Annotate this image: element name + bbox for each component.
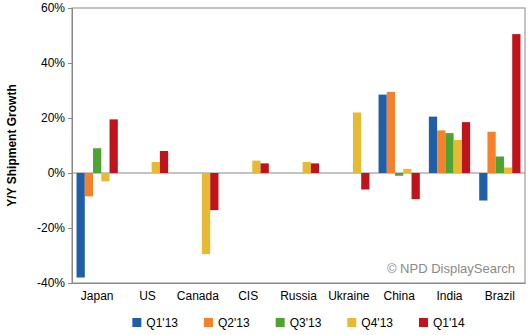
plot-frame: [72, 8, 525, 283]
bar: [202, 173, 210, 254]
bar: [152, 162, 160, 173]
x-tick: Japan: [81, 283, 114, 303]
bar: [85, 173, 93, 196]
x-tick: India: [436, 283, 462, 303]
tick-mark: [68, 118, 72, 119]
annotation: © NPD DisplaySearch: [387, 261, 515, 276]
axis-line: [68, 9, 73, 284]
y-tick: 20%: [41, 111, 72, 125]
bar: [311, 163, 319, 173]
bar: [261, 163, 269, 173]
tick-label: 40%: [41, 56, 65, 70]
bar: [445, 133, 453, 173]
legend-item: Q4'13: [347, 316, 393, 330]
legend-label: Q1'13: [146, 316, 178, 330]
y-tick: 40%: [41, 56, 72, 70]
tick-label: 0%: [48, 166, 66, 180]
legend-item: Q3'13: [276, 316, 322, 330]
legend-swatch: [347, 318, 356, 327]
y-tick: 0%: [48, 166, 72, 180]
y-axis-title: Y/Y Shipment Growth: [5, 84, 19, 206]
x-tick: China: [383, 283, 415, 303]
tick-mark: [68, 283, 72, 284]
bar: [361, 173, 369, 190]
legend-swatch: [419, 318, 428, 327]
tick-label: Canada: [177, 289, 219, 303]
legend-swatch: [204, 318, 213, 327]
bar: [487, 132, 495, 173]
bar: [252, 161, 260, 173]
legend-label: Q1'14: [433, 316, 465, 330]
legend-label: Q3'13: [290, 316, 322, 330]
bars: [77, 34, 521, 277]
x-axis: Japan US Canada CIS Russia Ukraine China India B…: [73, 283, 526, 303]
tick-mark: [68, 228, 72, 229]
bar: [412, 173, 420, 199]
legend-label: Q2'13: [218, 316, 250, 330]
legend-item: Q1'14: [419, 316, 465, 330]
bar: [437, 130, 445, 173]
bar: [379, 95, 387, 173]
x-tick: Brazil: [485, 283, 515, 303]
tick-label: -20%: [37, 221, 65, 235]
tick-label: -40%: [37, 276, 65, 290]
bar: [479, 173, 487, 201]
y-axis: -40% -20% 0% 20% 40% 60%: [37, 1, 73, 290]
legend-swatch: [276, 318, 285, 327]
tick-label: CIS: [238, 289, 258, 303]
bar: [101, 173, 109, 181]
x-tick: US: [139, 283, 156, 303]
bar: [210, 173, 218, 210]
bar: [462, 122, 470, 173]
tick-label: Russia: [280, 289, 317, 303]
tick-label: Ukraine: [328, 289, 370, 303]
bar: [429, 117, 437, 173]
bar: [512, 34, 520, 173]
x-tick: Russia: [280, 283, 317, 303]
x-tick: Ukraine: [328, 283, 370, 303]
tick-label: 20%: [41, 111, 65, 125]
bar: [387, 92, 395, 173]
legend: Q1'13 Q2'13 Q3'13 Q4'13 Q1'14: [132, 316, 465, 330]
bar: [303, 162, 311, 173]
tick-label: 60%: [41, 1, 65, 15]
bar: [395, 173, 403, 176]
x-tick: Canada: [177, 283, 219, 303]
tick-label: Japan: [81, 289, 114, 303]
tick-mark: [68, 8, 72, 9]
legend-item: Q1'13: [132, 316, 178, 330]
tick-label: China: [383, 289, 415, 303]
bar: [496, 157, 504, 174]
bar: [93, 148, 101, 173]
tick-mark: [68, 173, 72, 174]
y-tick: -20%: [37, 221, 72, 235]
tick-label: US: [139, 289, 156, 303]
bar: [403, 169, 411, 173]
bar: [454, 140, 462, 173]
tick-label: India: [436, 289, 462, 303]
bar: [110, 119, 118, 173]
chart: -40% -20% 0% 20% 40% 60% Japan US Canada CIS Russi…: [0, 0, 531, 335]
tick-label: Brazil: [485, 289, 515, 303]
legend-swatch: [132, 318, 141, 327]
legend-label: Q4'13: [361, 316, 393, 330]
plot: -40% -20% 0% 20% 40% 60% Japan US Canada CIS Russi…: [37, 1, 526, 302]
bar: [160, 151, 168, 173]
x-tick: CIS: [238, 283, 258, 303]
tick-mark: [68, 63, 72, 64]
y-tick: -40%: [37, 276, 72, 290]
bar: [77, 173, 85, 278]
bar: [353, 113, 361, 174]
legend-item: Q2'13: [204, 316, 250, 330]
y-tick: 60%: [41, 1, 72, 15]
bar: [504, 168, 512, 174]
axis-line: [73, 283, 526, 284]
